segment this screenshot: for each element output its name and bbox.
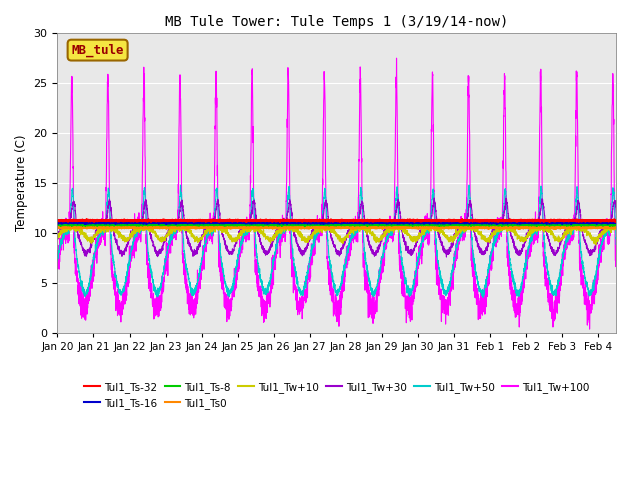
Tul1_Ts-16 bbox=[568, 220, 575, 226]
Tul1_Tw+50 bbox=[612, 240, 620, 246]
Tul1_Ts-32 bbox=[319, 218, 327, 224]
Tul1_Tw+30 bbox=[293, 238, 301, 243]
Tul1_Tw+100 bbox=[289, 252, 296, 258]
Tul1_Ts-16 bbox=[460, 220, 467, 226]
Tul1_Tw+50 bbox=[54, 258, 61, 264]
Title: MB Tule Tower: Tule Temps 1 (3/19/14-now): MB Tule Tower: Tule Temps 1 (3/19/14-now… bbox=[165, 15, 509, 29]
Tul1_Ts-8 bbox=[520, 220, 528, 226]
Tul1_Tw+50 bbox=[465, 182, 473, 188]
Tul1_Tw+30 bbox=[460, 221, 468, 227]
Tul1_Ts-8 bbox=[612, 222, 620, 228]
Tul1_Ts-16 bbox=[458, 218, 465, 224]
Tul1_Ts0 bbox=[293, 225, 301, 230]
Line: Tul1_Tw+100: Tul1_Tw+100 bbox=[58, 58, 616, 329]
Tul1_Tw+50 bbox=[293, 277, 301, 283]
Tul1_Ts-8 bbox=[460, 222, 467, 228]
Tul1_Tw+30 bbox=[596, 232, 604, 238]
Tul1_Ts0 bbox=[319, 225, 327, 230]
Tul1_Tw+100 bbox=[293, 297, 301, 302]
Tul1_Tw+50 bbox=[319, 212, 327, 217]
Tul1_Tw+100 bbox=[586, 326, 593, 332]
Tul1_Tw+10 bbox=[319, 226, 327, 232]
Tul1_Ts-32 bbox=[612, 217, 620, 223]
Tul1_Tw+30 bbox=[443, 254, 451, 260]
Tul1_Tw+100 bbox=[460, 225, 467, 231]
Tul1_Ts-32 bbox=[54, 217, 61, 223]
Tul1_Ts-16 bbox=[319, 220, 327, 226]
Tul1_Tw+50 bbox=[289, 245, 296, 251]
Tul1_Ts0 bbox=[289, 226, 296, 231]
Tul1_Ts0 bbox=[568, 225, 575, 231]
Tul1_Tw+30 bbox=[612, 210, 620, 216]
Y-axis label: Temperature (C): Temperature (C) bbox=[15, 135, 28, 231]
Tul1_Tw+30 bbox=[289, 218, 296, 224]
Tul1_Ts0 bbox=[495, 226, 503, 232]
Tul1_Ts-32 bbox=[596, 218, 604, 224]
Tul1_Ts-32 bbox=[289, 218, 296, 224]
Tul1_Ts-8 bbox=[319, 222, 327, 228]
Tul1_Tw+50 bbox=[479, 295, 487, 300]
Tul1_Ts0 bbox=[460, 224, 467, 230]
Tul1_Tw+100 bbox=[568, 232, 575, 238]
Tul1_Tw+30 bbox=[430, 195, 438, 201]
Line: Tul1_Ts-32: Tul1_Ts-32 bbox=[58, 219, 616, 222]
Tul1_Ts-16 bbox=[596, 220, 604, 226]
Text: MB_tule: MB_tule bbox=[72, 44, 124, 57]
Line: Tul1_Tw+10: Tul1_Tw+10 bbox=[58, 224, 616, 245]
Line: Tul1_Ts0: Tul1_Ts0 bbox=[58, 226, 616, 229]
Tul1_Ts-32 bbox=[458, 216, 466, 222]
Tul1_Tw+100 bbox=[596, 242, 604, 248]
Tul1_Tw+10 bbox=[596, 234, 604, 240]
Tul1_Tw+30 bbox=[54, 235, 61, 240]
Tul1_Ts-16 bbox=[612, 219, 620, 225]
Tul1_Tw+10 bbox=[460, 228, 467, 234]
Tul1_Ts-32 bbox=[293, 217, 301, 223]
Tul1_Ts-8 bbox=[54, 222, 61, 228]
Tul1_Ts-8 bbox=[568, 222, 575, 228]
Tul1_Ts-16 bbox=[293, 219, 301, 225]
Tul1_Tw+100 bbox=[54, 251, 61, 256]
Tul1_Tw+10 bbox=[54, 233, 61, 239]
Tul1_Tw+10 bbox=[293, 229, 301, 235]
Tul1_Ts-8 bbox=[301, 223, 308, 229]
Tul1_Ts-32 bbox=[460, 218, 468, 224]
Tul1_Tw+100 bbox=[319, 154, 327, 160]
Tul1_Tw+30 bbox=[319, 215, 327, 221]
Tul1_Tw+30 bbox=[568, 221, 575, 227]
Tul1_Ts0 bbox=[612, 225, 620, 230]
Legend: Tul1_Ts-32, Tul1_Ts-16, Tul1_Ts-8, Tul1_Ts0, Tul1_Tw+10, Tul1_Tw+30, Tul1_Tw+50,: Tul1_Ts-32, Tul1_Ts-16, Tul1_Ts-8, Tul1_… bbox=[81, 377, 593, 413]
Tul1_Ts-32 bbox=[568, 218, 575, 224]
Tul1_Ts-8 bbox=[596, 222, 604, 228]
Tul1_Ts-16 bbox=[558, 221, 566, 227]
Tul1_Tw+10 bbox=[289, 226, 296, 232]
Tul1_Tw+100 bbox=[612, 258, 620, 264]
Tul1_Ts-16 bbox=[54, 220, 61, 226]
Tul1_Ts-16 bbox=[289, 220, 296, 226]
Tul1_Ts0 bbox=[596, 225, 604, 231]
Tul1_Tw+50 bbox=[568, 226, 575, 232]
Tul1_Ts-8 bbox=[289, 222, 296, 228]
Line: Tul1_Tw+30: Tul1_Tw+30 bbox=[58, 198, 616, 257]
Tul1_Ts-32 bbox=[90, 219, 98, 225]
Tul1_Ts-8 bbox=[293, 222, 301, 228]
Line: Tul1_Ts-8: Tul1_Ts-8 bbox=[58, 223, 616, 226]
Tul1_Ts0 bbox=[54, 224, 61, 230]
Tul1_Tw+10 bbox=[612, 228, 620, 234]
Tul1_Tw+50 bbox=[596, 248, 604, 254]
Tul1_Tw+10 bbox=[592, 242, 600, 248]
Tul1_Tw+10 bbox=[246, 221, 254, 227]
Tul1_Ts0 bbox=[591, 223, 598, 228]
Tul1_Tw+100 bbox=[393, 55, 401, 61]
Tul1_Tw+10 bbox=[568, 226, 575, 232]
Tul1_Tw+50 bbox=[460, 228, 467, 233]
Line: Tul1_Ts-16: Tul1_Ts-16 bbox=[58, 221, 616, 224]
Line: Tul1_Tw+50: Tul1_Tw+50 bbox=[58, 185, 616, 298]
